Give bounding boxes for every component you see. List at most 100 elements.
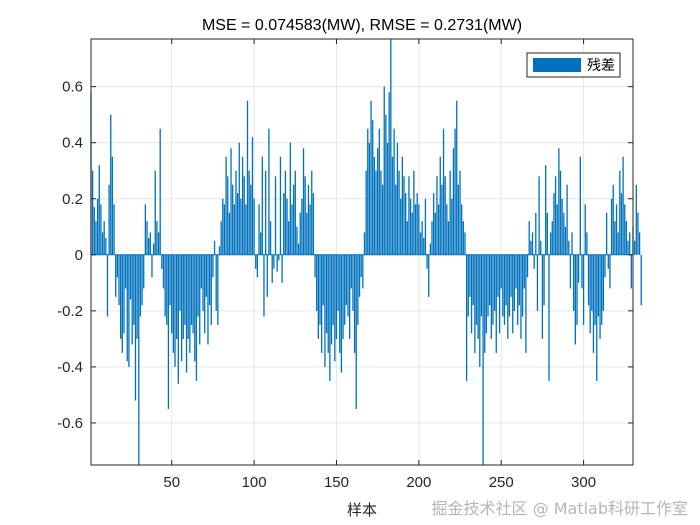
residual-bar [401, 156, 404, 255]
residual-bar [113, 204, 115, 255]
residual-bar [161, 254, 163, 269]
residual-bar [558, 148, 560, 255]
residual-bar [334, 254, 336, 362]
residual-bar [520, 254, 522, 339]
residual-bar [167, 254, 170, 409]
residual-bar [507, 254, 509, 339]
residual-bar [263, 254, 265, 317]
residual-bar [129, 254, 132, 300]
residual-bar [564, 226, 567, 255]
residual-bar [457, 184, 460, 255]
residual-bar [210, 254, 212, 325]
residual-bar [363, 232, 366, 255]
residual-bar [192, 254, 194, 334]
residual-bar [342, 254, 344, 339]
residual-bar [442, 128, 445, 255]
residual-bar [493, 254, 496, 311]
residual-bar [197, 254, 199, 317]
residual-bar [230, 148, 232, 255]
residual-bar [281, 254, 283, 283]
y-tick-label: 0.6 [62, 79, 83, 96]
residual-bar [459, 170, 461, 255]
residual-bar [576, 254, 578, 325]
residual-bar [433, 193, 435, 255]
residual-bar [505, 254, 507, 306]
residual-bar [278, 254, 280, 261]
residual-bar [340, 254, 343, 373]
residual-bar [605, 212, 608, 255]
residual-bar [306, 212, 308, 255]
residual-bar [164, 254, 166, 317]
residual-bar [530, 240, 532, 255]
residual-bar [426, 254, 428, 269]
residual-bar [479, 254, 481, 367]
residual-bar [615, 204, 618, 255]
residual-bar [139, 254, 142, 317]
residual-bar [273, 254, 275, 269]
residual-bar [421, 221, 423, 255]
residual-bar [515, 254, 517, 289]
residual-bar [156, 221, 158, 255]
residual-bar [596, 254, 598, 381]
x-axis-label: 样本 [347, 501, 377, 519]
residual-bar [444, 176, 446, 255]
x-tick-label: 100 [242, 474, 267, 491]
residual-bar [345, 254, 348, 306]
residual-bar [115, 254, 117, 297]
legend-swatch [533, 58, 581, 72]
residual-bar [393, 128, 395, 255]
residual-bar [584, 204, 586, 255]
residual-bar [227, 176, 229, 255]
residual-bar [243, 176, 245, 255]
residual-bar [591, 254, 593, 311]
residual-bar [245, 204, 247, 255]
residual-bar [358, 254, 361, 297]
residual-bar [255, 254, 257, 269]
residual-bar [302, 148, 305, 255]
residual-bar [236, 193, 239, 255]
residual-bar [533, 254, 535, 269]
residual-bar [635, 184, 637, 255]
residual-bar [474, 254, 476, 353]
residual-bar [551, 221, 553, 255]
residual-bar [353, 254, 356, 353]
residual-bar [128, 254, 130, 367]
residual-bar [124, 254, 127, 289]
residual-bar [546, 212, 548, 255]
residual-bar [93, 207, 95, 255]
residual-bar [485, 254, 488, 334]
residual-bar [330, 254, 333, 345]
residual-bar [381, 184, 384, 255]
residual-bar [207, 254, 209, 345]
residual-bar [390, 39, 392, 255]
residual-bar [149, 232, 151, 255]
y-tick-label: 0.2 [62, 191, 83, 208]
residual-bar [116, 254, 119, 278]
residual-bar [375, 170, 377, 255]
residual-bar [264, 170, 267, 255]
residual-bar [194, 254, 196, 362]
residual-bar [523, 254, 525, 289]
residual-bar [180, 254, 183, 362]
residual-bar [152, 243, 155, 255]
residual-bar [630, 254, 633, 289]
residual-bar [637, 212, 639, 255]
residual-bar [291, 204, 293, 255]
residual-bar [597, 254, 600, 317]
residual-bar [314, 254, 316, 278]
residual-bar [103, 221, 105, 255]
residual-bar [413, 170, 415, 255]
residual-bar [248, 170, 250, 255]
residual-bar [378, 128, 380, 255]
residual-bar [187, 254, 189, 339]
residual-bar [350, 254, 352, 289]
residual-bar [325, 254, 328, 334]
residual-bar [218, 246, 221, 255]
residual-bar [108, 184, 110, 255]
residual-bar [266, 254, 268, 297]
residual-bar [517, 254, 519, 325]
residual-bar [614, 221, 616, 255]
residual-bar [232, 184, 234, 255]
residual-bar [489, 254, 491, 306]
residual-bar [396, 142, 399, 255]
